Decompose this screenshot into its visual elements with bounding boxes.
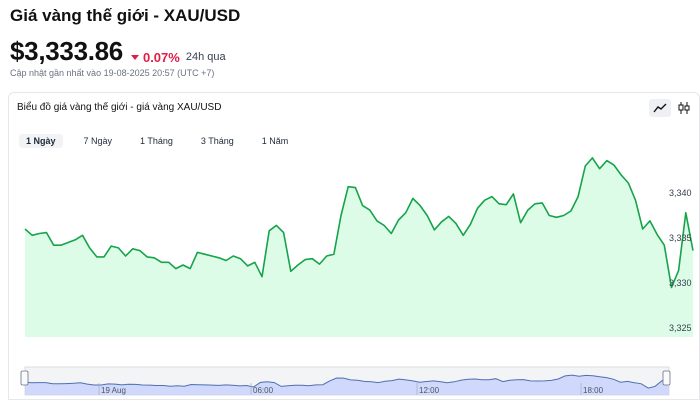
navigator-area <box>25 375 669 395</box>
candlestick-icon <box>678 102 690 114</box>
price-line <box>24 157 694 289</box>
line-chart-icon <box>653 103 667 113</box>
x-axis-label: 19 Aug <box>101 386 126 395</box>
current-price: $3,333.86 <box>10 36 123 66</box>
price-chart[interactable]: 3,340 3,335 3,330 3,325 19 Aug 06:00 12:00 18:0… <box>9 93 700 400</box>
chart-view-toggle <box>647 99 695 117</box>
y-tick-label: 3,340 <box>669 188 692 198</box>
x-axis-label: 18:00 <box>583 386 604 395</box>
tab-1-day[interactable]: 1 Ngày <box>19 134 63 148</box>
navigator-handle-right[interactable] <box>662 370 671 386</box>
y-tick-label: 3,335 <box>669 233 692 243</box>
price-area-fill <box>25 157 693 337</box>
navigator-line <box>24 374 670 389</box>
down-triangle-icon <box>130 55 139 60</box>
tab-1-year[interactable]: 1 Năm <box>261 136 289 146</box>
change-period: 24h qua <box>185 51 226 63</box>
x-axis-label: 12:00 <box>419 386 440 395</box>
page-title: Giá vàng thế giới - XAU/USD <box>10 6 241 25</box>
chart-title: Biểu đồ giá vàng thế giới - giá vàng XAU… <box>17 102 222 113</box>
y-tick-label: 3,330 <box>669 278 692 288</box>
last-updated: Cập nhật gần nhất vào 19-08-2025 20:57 (… <box>10 68 215 78</box>
line-view-button[interactable] <box>649 99 671 117</box>
price-change: 0.07% <box>130 50 180 65</box>
change-percent: 0.07% <box>142 50 180 65</box>
candlestick-view-button[interactable] <box>673 99 695 117</box>
tab-1-month[interactable]: 1 Tháng <box>140 136 173 146</box>
tab-3-months[interactable]: 3 Tháng <box>200 136 234 146</box>
chart-card: 3,340 3,335 3,330 3,325 19 Aug 06:00 12:00 18:0… <box>8 92 700 400</box>
tab-7-days[interactable]: 7 Ngày <box>83 136 113 146</box>
y-tick-label: 3,325 <box>669 323 692 333</box>
x-axis-label: 06:00 <box>253 386 274 395</box>
navigator-handle-left[interactable] <box>20 370 29 386</box>
price-row: $3,333.86 0.07% 24h qua <box>10 36 226 67</box>
time-range-tabs: 1 Ngày 7 Ngày 1 Tháng 3 Tháng 1 Năm <box>19 134 309 148</box>
